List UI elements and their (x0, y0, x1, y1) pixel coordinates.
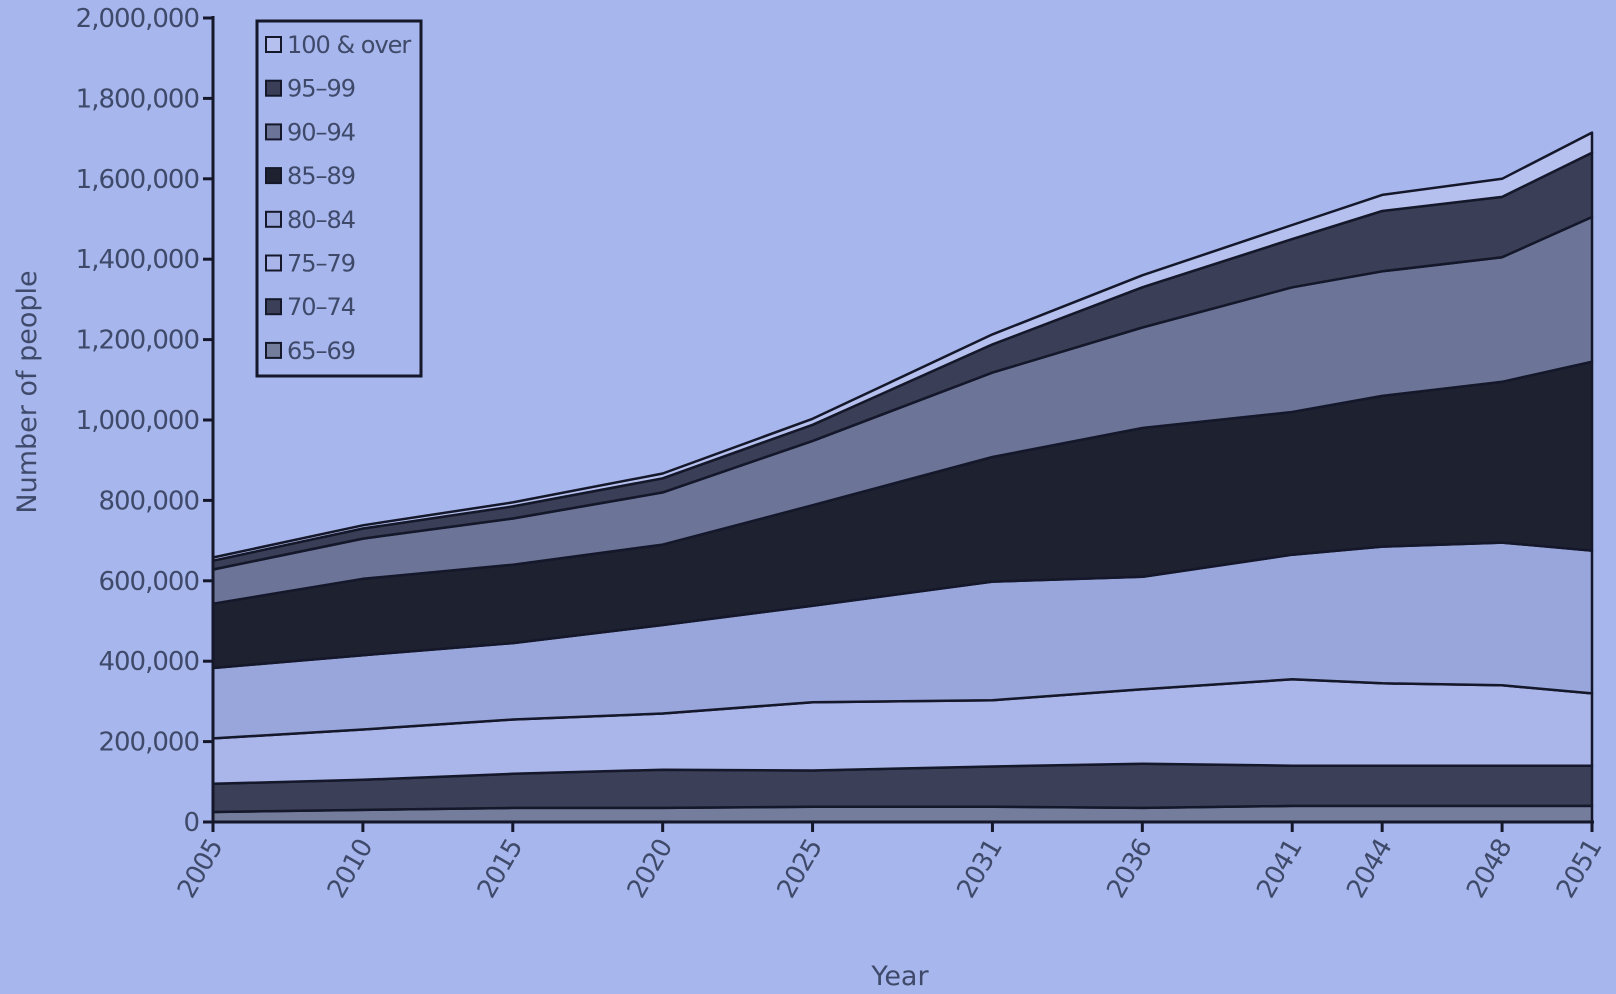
y-tick-label: 1,800,000 (76, 84, 199, 114)
legend-box (255, 19, 423, 378)
y-axis-title: Number of people (12, 270, 43, 513)
legend-swatch-80-84 (265, 210, 282, 228)
axes (203, 16, 1594, 832)
legend-label-65-69: 65–69 (287, 337, 355, 365)
area-100-and-over (211, 131, 1594, 562)
legend-label-95-99: 95–99 (287, 75, 355, 103)
legend-label-80-84: 80–84 (287, 206, 355, 234)
y-tick-label: 800,000 (98, 486, 199, 516)
legend: 100 & over 95–99 90–94 85–89 80–84 75–79 70–74… (255, 19, 423, 378)
y-tick-label: 1,600,000 (76, 165, 199, 195)
legend-swatch-70-74 (265, 298, 282, 316)
y-tick-label: 1,200,000 (76, 326, 199, 356)
y-tick-label: 200,000 (98, 728, 199, 758)
legend-swatch-65-69 (265, 341, 282, 359)
y-tick-label: 600,000 (98, 567, 199, 597)
legend-swatch-95-99 (265, 79, 282, 97)
legend-label-85-89: 85–89 (287, 162, 355, 190)
legend-label-70-74: 70–74 (287, 293, 355, 321)
x-axis-title: Year (870, 961, 929, 992)
legend-swatch-90-94 (265, 123, 282, 141)
y-tick-label: 2,000,000 (76, 4, 199, 34)
legend-label-90-94: 90–94 (287, 118, 355, 146)
legend-swatch-75-79 (265, 254, 282, 272)
legend-label-75-79: 75–79 (287, 250, 355, 278)
y-tick-label: 400,000 (98, 647, 199, 677)
legend-swatch-100-and-over (265, 36, 282, 53)
y-tick-label: 0 (183, 808, 199, 838)
legend-label-100-and-over: 100 & over (287, 31, 411, 59)
y-tick-label: 1,000,000 (76, 406, 199, 436)
y-tick-labels: 0 200,000 400,000 600,000 800,000 1,000,000 1,… (76, 4, 200, 838)
legend-swatch-85-89 (265, 167, 282, 185)
y-tick-label: 1,400,000 (76, 245, 199, 275)
